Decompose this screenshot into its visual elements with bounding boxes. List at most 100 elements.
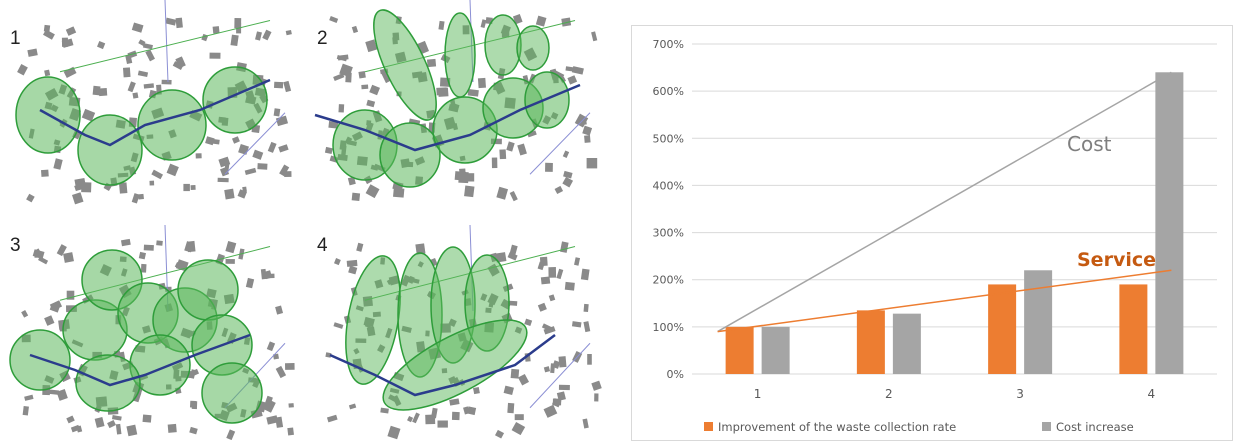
coverage-ellipse: [484, 14, 522, 76]
bar-cost: [892, 313, 921, 374]
x-tick-label: 4: [1148, 387, 1156, 401]
bar-service: [1119, 284, 1148, 374]
building-block: [563, 170, 573, 179]
building-block: [98, 87, 108, 97]
building-block: [436, 87, 447, 96]
coverage-circle: [137, 89, 207, 161]
building-block: [329, 16, 339, 23]
building-block: [226, 429, 236, 441]
building-block: [189, 400, 196, 408]
building-block: [140, 263, 147, 273]
building-block: [412, 412, 420, 424]
coverage-map: [9, 224, 295, 441]
building-block: [161, 79, 172, 85]
building-block: [225, 240, 237, 254]
building-block: [582, 125, 593, 136]
building-block: [587, 354, 592, 365]
building-block: [143, 244, 154, 251]
building-block: [195, 153, 202, 159]
building-block: [548, 267, 557, 278]
chart-container: 0% 100% 200% 300% 400% 500% 600% 700% 1 2 3 4 Cost Se…: [631, 25, 1233, 441]
building-block: [238, 143, 249, 155]
building-block: [63, 66, 77, 78]
building-block: [224, 188, 235, 200]
building-block: [44, 315, 55, 326]
building-block: [467, 88, 479, 97]
building-block: [365, 184, 380, 199]
building-block: [70, 424, 80, 433]
building-block: [166, 163, 179, 177]
building-block: [535, 15, 547, 27]
building-block: [356, 242, 364, 252]
y-tick-label: 700%: [653, 38, 684, 51]
building-block: [539, 256, 548, 267]
building-block: [81, 108, 96, 122]
building-block: [369, 84, 380, 96]
bar-cost: [1024, 270, 1053, 374]
building-block: [279, 164, 290, 177]
building-block: [38, 256, 49, 265]
x-tick-label: 2: [885, 387, 893, 401]
building-block: [285, 29, 292, 36]
building-block: [138, 193, 144, 200]
building-block: [508, 300, 518, 306]
building-block: [273, 81, 284, 89]
building-block: [66, 290, 75, 300]
building-block: [285, 363, 295, 370]
building-block: [348, 403, 357, 410]
trend-line-cost: [717, 71, 1172, 333]
building-block: [115, 423, 122, 435]
building-block: [137, 70, 149, 78]
building-block: [564, 281, 575, 291]
side-road: [224, 112, 286, 175]
y-tick-label: 400%: [653, 179, 684, 192]
building-block: [514, 414, 524, 421]
building-block: [26, 193, 35, 203]
building-block: [175, 56, 186, 69]
building-block: [255, 31, 262, 41]
y-tick-label: 600%: [653, 85, 684, 98]
building-block: [92, 85, 101, 96]
y-tick-label: 0%: [667, 368, 684, 381]
building-block: [138, 251, 147, 260]
building-block: [260, 268, 267, 280]
coverage-circle: [201, 362, 263, 424]
coverage-circle: [177, 259, 239, 321]
bar-chart: 0% 100% 200% 300% 400% 500% 600% 700% 1 2 3 4 Cost Se…: [653, 38, 1217, 434]
building-block: [580, 268, 590, 281]
building-block: [562, 150, 570, 158]
building-block: [333, 258, 341, 266]
building-block: [565, 66, 574, 72]
building-block: [541, 323, 554, 333]
y-tick-label: 500%: [653, 132, 684, 145]
building-block: [509, 244, 518, 257]
building-block: [337, 54, 349, 61]
building-block: [328, 121, 339, 129]
y-tick-label: 300%: [653, 227, 684, 240]
building-block: [97, 41, 106, 50]
collection-route: [29, 333, 251, 387]
building-block: [358, 71, 366, 79]
building-block: [225, 258, 235, 264]
side-road: [529, 112, 591, 175]
building-block: [265, 395, 273, 405]
building-block: [53, 158, 63, 170]
coverage-map: [15, 0, 292, 205]
building-block: [138, 39, 146, 46]
building-block: [44, 69, 51, 77]
collection-route: [39, 78, 271, 147]
building-block: [74, 177, 87, 191]
building-block: [517, 373, 530, 386]
building-block: [333, 322, 344, 329]
building-block: [438, 20, 445, 30]
building-block: [142, 414, 152, 423]
building-block: [346, 259, 358, 267]
side-road: [164, 0, 169, 83]
building-block: [347, 176, 356, 186]
building-block: [24, 394, 34, 401]
x-tick-label: 1: [754, 387, 762, 401]
bar-service: [988, 284, 1017, 374]
building-block: [407, 415, 414, 423]
building-block: [473, 386, 480, 395]
building-block: [142, 43, 153, 50]
